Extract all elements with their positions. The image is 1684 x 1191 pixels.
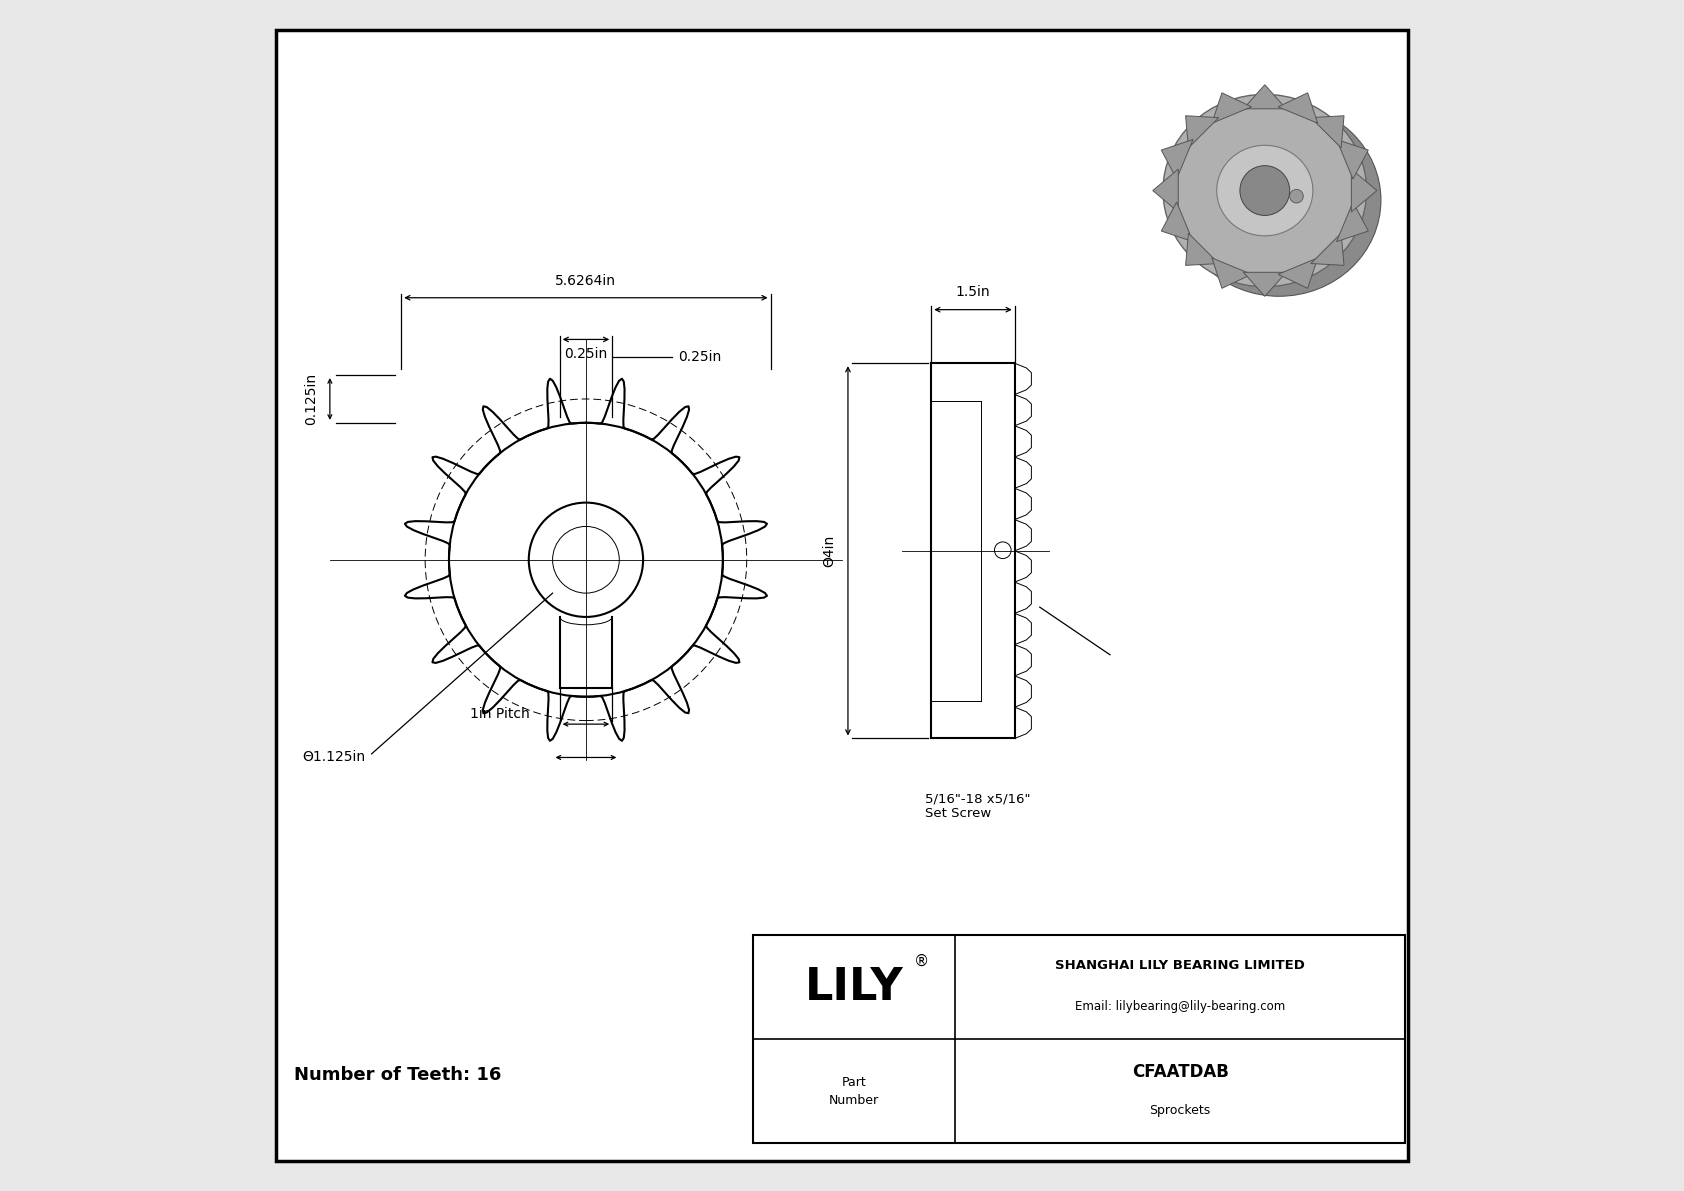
Text: Number of Teeth: 16: Number of Teeth: 16 bbox=[295, 1066, 502, 1085]
Text: 0.25in: 0.25in bbox=[564, 347, 608, 361]
Polygon shape bbox=[1186, 116, 1219, 148]
Polygon shape bbox=[1310, 116, 1344, 148]
Bar bbox=[753, 935, 1406, 1143]
Polygon shape bbox=[1154, 169, 1179, 212]
Polygon shape bbox=[1243, 273, 1287, 297]
Polygon shape bbox=[1278, 93, 1319, 123]
Text: CFAATDAB: CFAATDAB bbox=[1132, 1064, 1229, 1081]
Ellipse shape bbox=[1164, 94, 1367, 287]
Text: Part
Number: Part Number bbox=[829, 1075, 879, 1106]
Text: Θ4in: Θ4in bbox=[822, 535, 835, 567]
Polygon shape bbox=[1310, 233, 1344, 266]
Text: 5.6264in: 5.6264in bbox=[556, 274, 616, 288]
Polygon shape bbox=[1212, 258, 1251, 288]
Circle shape bbox=[1290, 189, 1303, 202]
Polygon shape bbox=[1212, 93, 1251, 123]
Polygon shape bbox=[1278, 258, 1319, 288]
Polygon shape bbox=[1337, 139, 1369, 179]
Text: 5/16"-18 x5/16"
Set Screw: 5/16"-18 x5/16" Set Screw bbox=[926, 792, 1031, 821]
Text: Θ1.125in: Θ1.125in bbox=[303, 750, 365, 765]
Ellipse shape bbox=[1218, 145, 1314, 236]
Text: Sprockets: Sprockets bbox=[1150, 1104, 1211, 1117]
Text: 1.5in: 1.5in bbox=[957, 285, 990, 299]
Text: 0.125in: 0.125in bbox=[303, 373, 318, 425]
Text: 0.25in: 0.25in bbox=[677, 350, 721, 364]
Text: SHANGHAI LILY BEARING LIMITED: SHANGHAI LILY BEARING LIMITED bbox=[1056, 959, 1305, 972]
Polygon shape bbox=[1186, 233, 1219, 266]
Text: Email: lilybearing@lily-bearing.com: Email: lilybearing@lily-bearing.com bbox=[1074, 999, 1285, 1012]
Text: LILY: LILY bbox=[805, 966, 903, 1009]
Polygon shape bbox=[1337, 202, 1369, 242]
Polygon shape bbox=[1162, 139, 1192, 179]
Polygon shape bbox=[1162, 202, 1192, 242]
Circle shape bbox=[1239, 166, 1290, 216]
Text: ®: ® bbox=[914, 953, 930, 968]
Polygon shape bbox=[1243, 85, 1287, 108]
Polygon shape bbox=[1351, 169, 1378, 212]
Ellipse shape bbox=[1177, 104, 1381, 297]
Text: 1in Pitch: 1in Pitch bbox=[470, 706, 530, 721]
